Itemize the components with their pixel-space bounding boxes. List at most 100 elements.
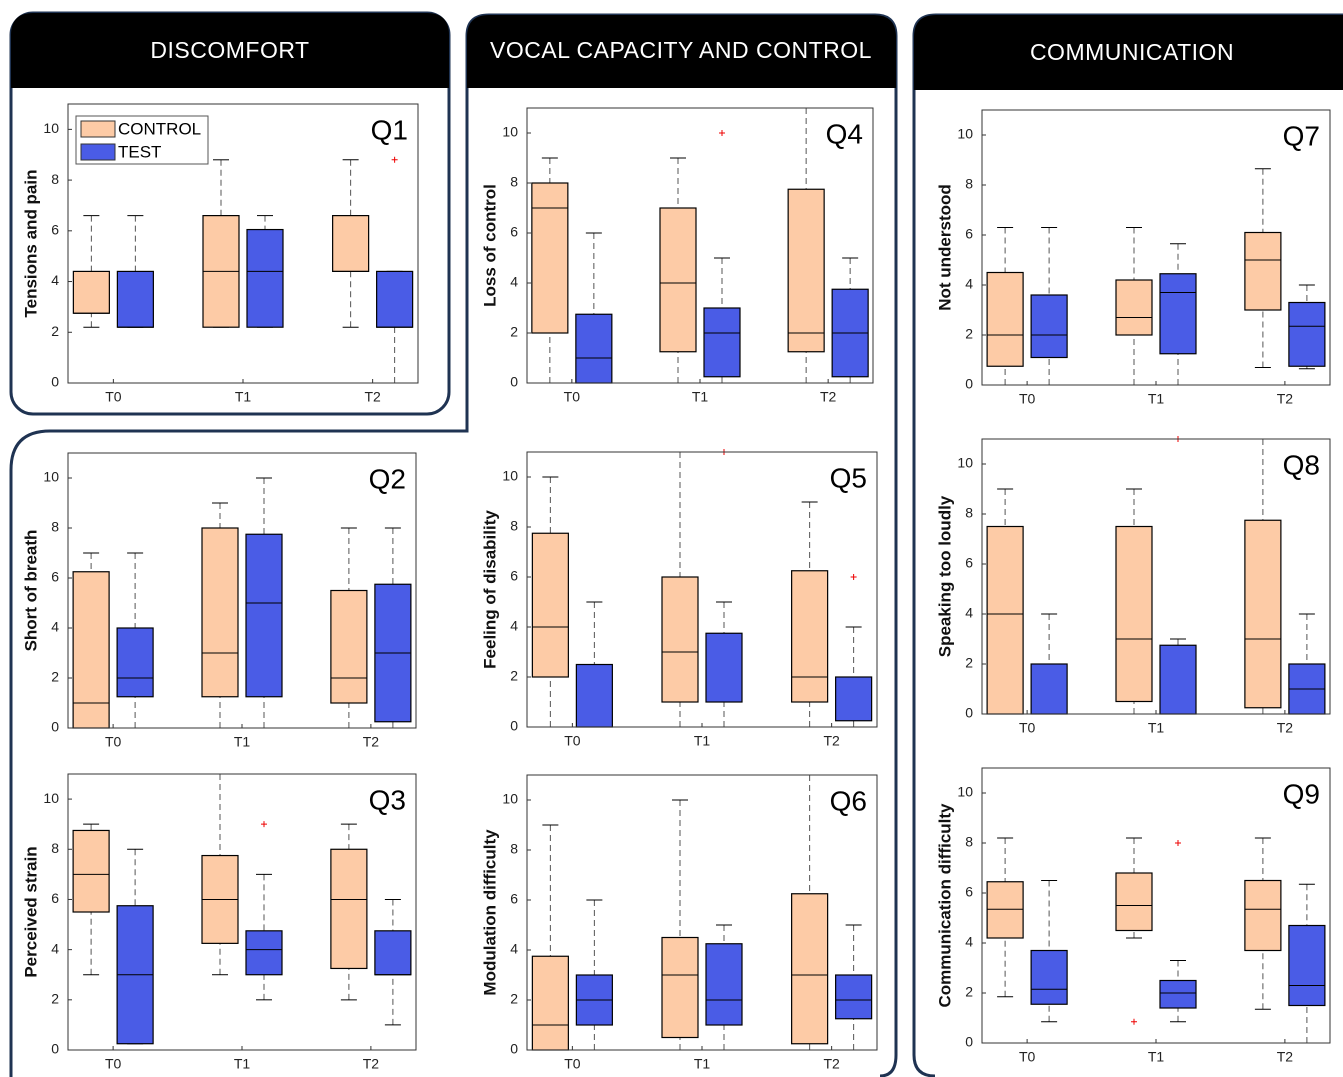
box	[986, 525, 1024, 715]
legend-swatch	[80, 143, 116, 161]
y-tick-label: 6	[510, 224, 518, 240]
section-header	[11, 13, 449, 88]
box	[1244, 519, 1282, 709]
box	[1115, 279, 1153, 336]
x-tick-label: T2	[823, 733, 840, 749]
y-tick-label: 2	[510, 991, 518, 1007]
y-axis-label: Tensions and pain	[21, 170, 40, 318]
box	[201, 527, 239, 698]
x-tick-label: T0	[564, 733, 581, 749]
axes-frame	[67, 103, 419, 384]
box	[72, 270, 110, 314]
y-tick-label: 4	[510, 274, 518, 290]
y-axis-label: Short of breath	[21, 530, 40, 652]
y-tick-label: 0	[51, 1041, 59, 1057]
legend-label: CONTROL	[118, 119, 201, 138]
y-tick-label: 4	[510, 941, 518, 957]
y-tick-label: 2	[510, 324, 518, 340]
box	[116, 627, 154, 698]
x-tick-label: T1	[1148, 720, 1165, 736]
y-tick-label: 0	[510, 374, 518, 390]
panel-title: Q6	[830, 785, 867, 816]
box	[531, 182, 569, 334]
y-tick-label: 2	[965, 984, 973, 1000]
y-tick-label: 10	[43, 120, 59, 136]
y-tick-label: 10	[502, 468, 518, 484]
box	[330, 589, 368, 704]
axes-frame	[67, 773, 417, 1051]
y-tick-label: 0	[51, 719, 59, 735]
y-tick-label: 0	[965, 705, 973, 721]
box	[245, 930, 283, 976]
y-tick-label: 2	[51, 669, 59, 685]
box	[703, 307, 741, 378]
x-tick-label: T0	[564, 389, 581, 405]
panel-title: Q8	[1283, 449, 1320, 480]
outlier	[391, 156, 398, 163]
x-tick-label: T1	[1148, 1049, 1165, 1065]
x-tick-label: T0	[1019, 391, 1036, 407]
y-tick-label: 6	[965, 884, 973, 900]
axes-frame	[526, 107, 874, 384]
x-tick-label: T1	[694, 733, 711, 749]
y-tick-label: 0	[51, 374, 59, 390]
y-tick-label: 0	[965, 376, 973, 392]
box	[1288, 924, 1326, 1007]
box	[661, 936, 699, 1039]
outlier	[719, 130, 725, 136]
box	[1244, 879, 1282, 952]
box	[986, 881, 1024, 939]
y-tick-label: 6	[965, 555, 973, 571]
y-axis-label: Feeling of disability	[480, 510, 499, 669]
outlier	[1175, 840, 1181, 846]
box	[1030, 294, 1068, 359]
y-tick-label: 8	[51, 840, 59, 856]
box	[791, 570, 829, 703]
axes-frame	[981, 438, 1331, 715]
box	[1159, 273, 1197, 355]
box	[1030, 949, 1068, 1005]
legend-swatch	[80, 120, 116, 138]
y-axis-label: Loss of control	[480, 184, 499, 307]
x-tick-label: T0	[564, 1056, 581, 1072]
box	[791, 893, 829, 1045]
y-tick-label: 8	[51, 171, 59, 187]
axes-frame	[981, 767, 1331, 1044]
box	[1244, 231, 1282, 311]
y-tick-label: 2	[51, 323, 59, 339]
y-tick-label: 10	[43, 790, 59, 806]
x-tick-label: T1	[1148, 391, 1165, 407]
legend-label: TEST	[118, 142, 161, 161]
x-tick-label: T0	[105, 1056, 122, 1072]
box	[1030, 663, 1068, 715]
box	[245, 533, 283, 698]
panel-title: Q2	[369, 463, 406, 494]
x-tick-label: T1	[235, 389, 252, 405]
x-tick-label: T0	[105, 734, 122, 750]
box	[1159, 979, 1197, 1009]
y-axis-label: Modulation difficulty	[480, 829, 499, 996]
y-tick-label: 0	[965, 1034, 973, 1050]
y-tick-label: 10	[957, 784, 973, 800]
y-tick-label: 8	[510, 841, 518, 857]
y-axis-label: Speaking too loudly	[935, 495, 954, 657]
panel-title: Q9	[1283, 778, 1320, 809]
box	[705, 632, 743, 703]
x-tick-label: T0	[1019, 720, 1036, 736]
panel-title: Q5	[830, 462, 867, 493]
panel-title: Q7	[1283, 120, 1320, 151]
box	[659, 207, 697, 353]
section-title: COMMUNICATION	[1030, 39, 1234, 65]
x-tick-label: T1	[234, 734, 251, 750]
y-axis-label: Not understood	[935, 184, 954, 311]
y-tick-label: 6	[51, 222, 59, 238]
y-tick-label: 4	[965, 605, 973, 621]
x-tick-label: T2	[1277, 391, 1294, 407]
outlier	[1131, 1018, 1137, 1025]
section-title: VOCAL CAPACITY AND CONTROL	[490, 37, 872, 63]
box	[835, 676, 873, 722]
box	[330, 848, 368, 970]
y-tick-label: 8	[965, 505, 973, 521]
axes-frame	[526, 774, 878, 1051]
